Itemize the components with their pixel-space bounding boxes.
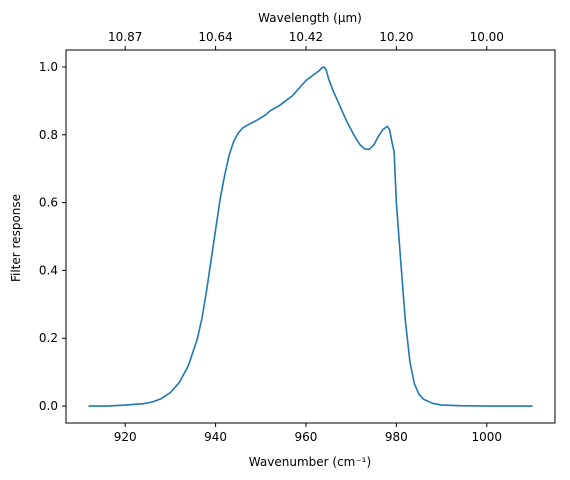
- axes-frame: [65, 49, 556, 424]
- plot-marks: [88, 66, 533, 407]
- top-tick-label: 10.20: [379, 30, 413, 44]
- top-axis-title: Wavelength (μm): [258, 11, 362, 25]
- y-tick-label: 0.6: [39, 196, 58, 210]
- top-x-axis: 10.87 10.64 10.42 10.20 10.00: [108, 30, 504, 50]
- top-tick-label: 10.87: [108, 30, 142, 44]
- x-tick-label: 960: [295, 430, 318, 444]
- top-tick-label: 10.42: [289, 30, 323, 44]
- y-tick-label: 1.0: [39, 60, 58, 74]
- x-tick-label: 920: [114, 430, 137, 444]
- x-tick-label: 940: [204, 430, 227, 444]
- y-tick-label: 0.0: [39, 399, 58, 413]
- y-tick-label: 0.4: [39, 263, 58, 277]
- x-tick-label: 980: [385, 430, 408, 444]
- y-axis-title: Filter response: [9, 194, 23, 282]
- top-tick-label: 10.00: [470, 30, 504, 44]
- y-tick-label: 0.8: [39, 128, 58, 142]
- x-axis-title: Wavenumber (cm⁻¹): [249, 455, 371, 469]
- bottom-x-axis: 920 940 960 980 1000: [114, 423, 502, 444]
- y-tick-label: 0.2: [39, 331, 58, 345]
- x-tick-label: 1000: [471, 430, 502, 444]
- left-y-axis: 0.0 0.2 0.4 0.6 0.8 1.0: [39, 60, 66, 413]
- series-line-0: [88, 66, 533, 407]
- top-tick-label: 10.64: [198, 30, 232, 44]
